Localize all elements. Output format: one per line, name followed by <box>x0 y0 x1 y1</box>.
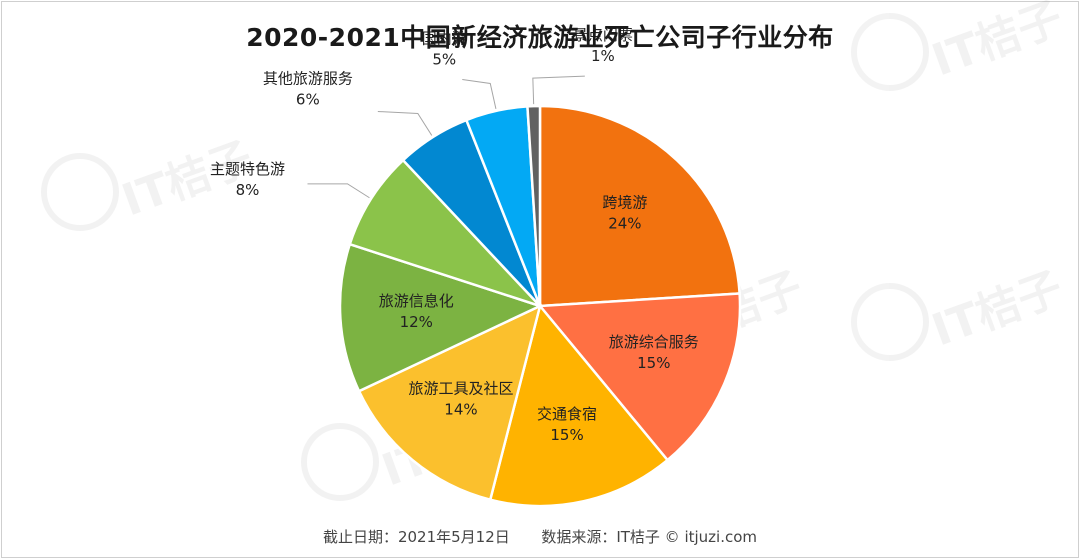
slice-value-label: 14% <box>444 401 477 419</box>
slice-label: 旅游工具及社区 <box>408 380 513 398</box>
slice-label: 景点门票 <box>573 26 633 44</box>
slice-value-label: 24% <box>608 215 641 233</box>
slice-label: 交通食宿 <box>537 405 597 423</box>
slice-label: 跨境游 <box>602 194 647 212</box>
leader-line <box>532 75 585 105</box>
pie-slice <box>537 292 742 462</box>
svg-text:IT桔子: IT桔子 <box>926 263 1070 357</box>
footer-source: 数据来源：IT桔子 © itjuzi.com <box>541 528 758 546</box>
slice-value-label: 15% <box>550 426 583 444</box>
slice-label: 其他旅游服务 <box>263 69 353 87</box>
leader-line <box>462 78 497 109</box>
slice-label: 国内游 <box>422 29 467 47</box>
watermark: IT桔子 <box>41 133 260 231</box>
pie-slice <box>338 242 544 393</box>
pie-slice <box>488 303 670 508</box>
slice-label: 旅游信息化 <box>379 292 454 310</box>
pie-slice <box>357 303 542 502</box>
pie-slice <box>526 104 542 307</box>
slice-value-label: 5% <box>432 50 456 68</box>
slice-label: 主题特色游 <box>210 160 285 178</box>
footer-date: 截止日期：2021年5月12日 <box>322 528 510 546</box>
leader-line <box>307 183 370 199</box>
watermark: IT桔子 <box>851 263 1070 361</box>
pie-slice <box>538 104 741 308</box>
slice-label: 旅游综合服务 <box>609 333 699 351</box>
slice-value-label: 8% <box>236 181 260 199</box>
pie-slice <box>348 158 541 308</box>
slice-value-label: 12% <box>400 313 433 331</box>
leader-line <box>377 110 433 136</box>
slice-value-label: 6% <box>296 90 320 108</box>
slice-value-label: 1% <box>591 47 615 65</box>
slice-value-label: 15% <box>637 354 670 372</box>
chart-title: 2020-2021中国新经济旅游业死亡公司子行业分布 <box>246 23 834 52</box>
svg-text:IT桔子: IT桔子 <box>116 133 260 227</box>
chart-footer: 截止日期：2021年5月12日 数据来源：IT桔子 © itjuzi.com <box>0 526 1080 547</box>
